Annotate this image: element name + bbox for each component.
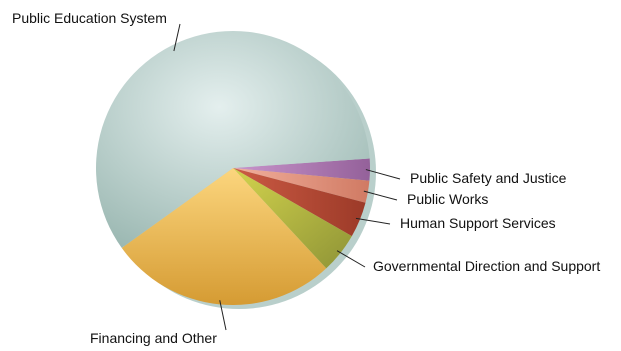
slice-label-public-works: Public Works (407, 191, 488, 207)
pie-slice-public-education-system (95, 31, 370, 248)
pie-slice-public-safety-and-justice (233, 158, 370, 181)
pie-slice-governmental-direction-and-support (233, 168, 352, 269)
leader-line-public-education-system (173, 23, 181, 52)
leader-line-public-works (363, 190, 398, 201)
pie-slice-financing-and-other (121, 168, 327, 305)
slice-label-public-safety-and-justice: Public Safety and Justice (410, 170, 567, 186)
leader-line-financing-and-other (219, 300, 227, 331)
pie-slice-human-support-services (233, 168, 366, 237)
slice-label-financing-and-other: Financing and Other (90, 330, 217, 346)
slice-label-public-education-system: Public Education System (12, 10, 167, 26)
leader-line-governmental-direction-and-support (336, 250, 366, 268)
leader-line-public-safety-and-justice (365, 169, 401, 180)
slice-label-human-support-services: Human Support Services (400, 215, 556, 231)
pie-slice-public-works (233, 168, 370, 203)
slice-label-governmental-direction-and-support: Governmental Direction and Support (373, 258, 600, 274)
leader-line-human-support-services (355, 217, 391, 225)
